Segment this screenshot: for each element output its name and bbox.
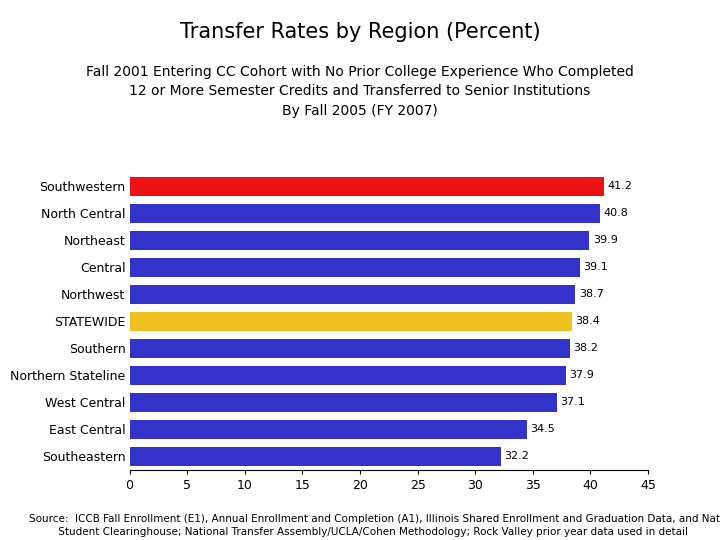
Bar (130, 393, 557, 412)
Text: 38.7: 38.7 (579, 289, 604, 299)
Text: 38.4: 38.4 (575, 316, 600, 326)
Text: 32.2: 32.2 (504, 451, 529, 461)
Bar (130, 447, 500, 466)
Text: Fall 2001 Entering CC Cohort with No Prior College Experience Who Completed
12 o: Fall 2001 Entering CC Cohort with No Pri… (86, 65, 634, 118)
Bar (130, 420, 527, 439)
Bar (130, 285, 575, 304)
Text: Transfer Rates by Region (Percent): Transfer Rates by Region (Percent) (180, 22, 540, 42)
Bar (130, 258, 580, 277)
Text: 38.2: 38.2 (573, 343, 598, 353)
Bar (130, 231, 589, 250)
Bar (130, 366, 566, 385)
Bar (130, 312, 572, 331)
Text: 37.1: 37.1 (560, 397, 585, 407)
Bar (130, 339, 570, 358)
Text: 34.5: 34.5 (531, 424, 555, 434)
Text: 39.1: 39.1 (583, 262, 608, 272)
Bar (130, 177, 604, 196)
Bar (130, 204, 600, 223)
Text: 39.9: 39.9 (593, 235, 618, 245)
Text: 37.9: 37.9 (570, 370, 595, 380)
Text: 40.8: 40.8 (603, 208, 628, 218)
Text: Source:  ICCB Fall Enrollment (E1), Annual Enrollment and Completion (A1), Illin: Source: ICCB Fall Enrollment (E1), Annua… (29, 514, 720, 537)
Text: 41.2: 41.2 (608, 181, 633, 191)
